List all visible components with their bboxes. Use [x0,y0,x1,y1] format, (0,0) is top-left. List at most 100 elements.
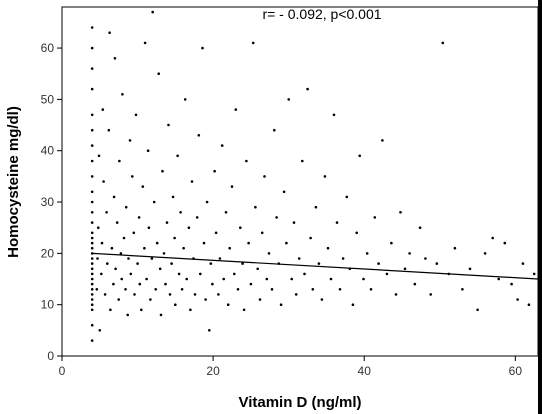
data-point [177,272,181,276]
data-point [287,98,291,101]
data-point [390,241,393,245]
data-point [90,26,94,29]
fit-line [92,252,538,280]
data-point [133,293,136,296]
y-tick-label: 50 [41,92,55,106]
data-point [209,262,213,265]
data-point [204,298,207,301]
data-point [201,46,204,50]
data-point [112,282,115,286]
data-point [218,257,222,260]
data-point [167,123,170,127]
data-point [532,272,536,276]
data-point [408,252,411,255]
data-point [176,154,179,158]
data-point [189,308,192,312]
data-point [159,313,163,317]
data-point [234,108,238,111]
data-point [90,262,94,265]
data-point [362,277,365,281]
data-point [95,288,99,291]
y-tick-label: 60 [41,41,55,55]
data-point [120,277,123,281]
data-point [381,139,384,142]
data-point [394,293,398,296]
data-point [208,329,211,332]
data-point [516,298,519,301]
data-point [503,241,507,245]
data-point [233,272,236,276]
data-point [151,10,154,14]
data-point [224,211,228,214]
x-axis-title: Vitamin D (ng/ml) [238,394,361,411]
data-point [385,272,389,276]
data-point [242,308,246,312]
data-point [217,293,220,296]
data-point [124,288,127,291]
data-point [320,298,324,301]
x-tick-label: 20 [206,364,220,378]
data-point [453,246,457,250]
data-point [161,169,164,173]
data-point [491,236,495,240]
data-point [100,241,104,245]
data-point [220,144,224,147]
data-point [97,226,100,229]
data-point [97,154,101,158]
data-point [170,262,173,265]
data-point [297,257,301,260]
data-point [182,246,185,250]
data-point [90,190,94,194]
data-point [183,98,187,101]
data-point [154,288,157,291]
data-point [335,221,339,224]
data-point [126,313,129,317]
data-point [193,293,197,296]
data-point [355,231,359,235]
data-point [214,231,218,235]
data-point [108,31,111,34]
data-point [260,231,264,235]
data-point [377,262,380,265]
data-point [258,298,262,301]
data-point [127,257,130,260]
data-point [90,221,94,224]
data-point [90,308,94,312]
x-tick-label: 0 [59,364,66,378]
y-tick-label: 0 [47,349,54,363]
y-tick-label: 40 [41,144,55,158]
data-point [345,195,349,199]
data-point [285,241,288,245]
data-point [90,246,94,250]
data-point [185,277,188,281]
data-point [165,221,169,224]
data-point [171,195,175,199]
data-point [113,57,117,60]
data-point [241,262,244,265]
data-point [117,298,120,301]
data-point [102,180,105,183]
data-point [202,241,206,245]
data-point [90,236,94,240]
data-point [222,277,225,281]
data-point [211,282,214,286]
data-point [273,128,276,132]
data-point [128,139,132,142]
data-point [429,293,433,296]
data-point [174,303,177,307]
data-point [256,267,260,271]
data-point [122,236,126,240]
y-tick-label: 20 [41,246,55,260]
data-point [100,272,103,276]
y-tick-label: 30 [41,195,55,209]
data-point [179,211,182,214]
data-point [146,149,150,152]
data-point [521,262,525,265]
data-point [230,185,234,188]
data-point [497,277,501,281]
data-point [265,277,269,281]
data-point [90,252,94,255]
data-point [270,288,274,291]
